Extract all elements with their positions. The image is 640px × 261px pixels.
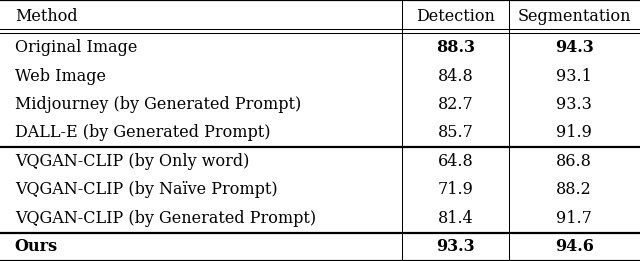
Text: 82.7: 82.7: [438, 96, 474, 113]
Text: 94.3: 94.3: [555, 39, 593, 56]
Text: 84.8: 84.8: [438, 68, 474, 85]
Text: 93.1: 93.1: [556, 68, 592, 85]
Text: Segmentation: Segmentation: [517, 8, 631, 25]
Text: Original Image: Original Image: [15, 39, 137, 56]
Text: 94.6: 94.6: [555, 238, 593, 255]
Text: Method: Method: [15, 8, 77, 25]
Text: Midjourney (by Generated Prompt): Midjourney (by Generated Prompt): [15, 96, 301, 113]
Text: 88.2: 88.2: [556, 181, 592, 198]
Text: 64.8: 64.8: [438, 153, 474, 170]
Text: 93.3: 93.3: [556, 96, 592, 113]
Text: VQGAN-CLIP (by Generated Prompt): VQGAN-CLIP (by Generated Prompt): [15, 210, 316, 227]
Text: 91.7: 91.7: [556, 210, 592, 227]
Text: Detection: Detection: [416, 8, 495, 25]
Text: VQGAN-CLIP (by Naïve Prompt): VQGAN-CLIP (by Naïve Prompt): [15, 181, 277, 198]
Text: Web Image: Web Image: [15, 68, 106, 85]
Text: 88.3: 88.3: [436, 39, 475, 56]
Text: VQGAN-CLIP (by Only word): VQGAN-CLIP (by Only word): [15, 153, 249, 170]
Text: 93.3: 93.3: [436, 238, 475, 255]
Text: DALL-E (by Generated Prompt): DALL-E (by Generated Prompt): [15, 124, 270, 141]
Text: 86.8: 86.8: [556, 153, 592, 170]
Text: 91.9: 91.9: [556, 124, 592, 141]
Text: 81.4: 81.4: [438, 210, 474, 227]
Text: Ours: Ours: [15, 238, 58, 255]
Text: 71.9: 71.9: [438, 181, 474, 198]
Text: 85.7: 85.7: [438, 124, 474, 141]
